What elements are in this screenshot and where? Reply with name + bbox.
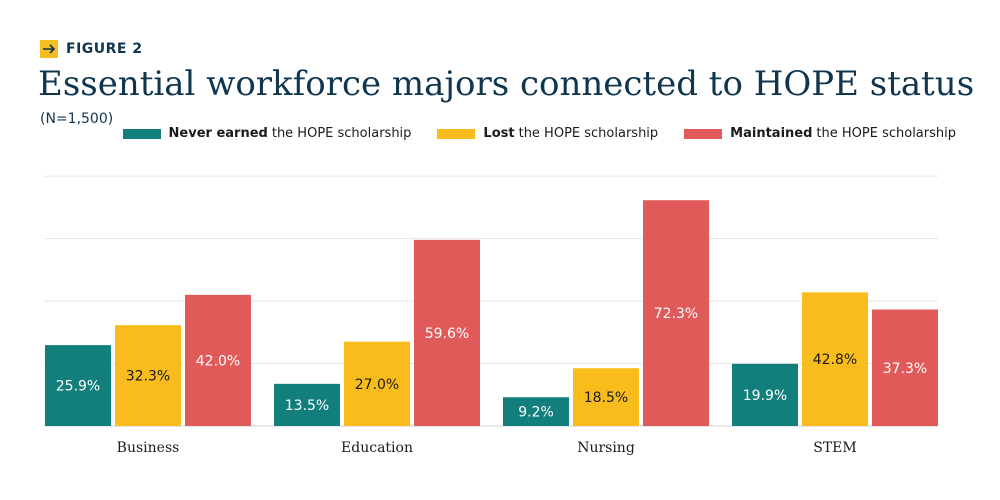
data-label: 72.3% [654,306,698,322]
legend-swatch [684,128,723,139]
data-label: 42.8% [813,352,857,368]
legend-item-maintained: Maintained the HOPE scholarship [684,126,956,141]
category-label: Nursing [577,440,635,456]
category-label: STEM [813,440,856,456]
bar [344,341,410,426]
data-label: 25.9% [56,379,100,395]
legend-item-lost: Lost the HOPE scholarship [437,126,658,141]
category-label: Business [117,440,180,456]
legend-strong: Maintained [730,126,813,141]
legend-strong: Never earned [168,126,268,141]
legend-item-never-earned: Never earned the HOPE scholarship [122,126,412,141]
data-label: 37.3% [883,361,927,377]
legend-rest: the HOPE scholarship [518,126,659,141]
bar [115,325,181,426]
bar [414,239,480,426]
bar [732,363,798,426]
bar [274,383,340,426]
chart-subtitle: (N=1,500) [40,111,114,127]
chart-title: Essential workforce majors connected to … [38,64,975,104]
legend-rest: the HOPE scholarship [816,126,956,141]
figure-label: FIGURE 2 [40,40,143,58]
bar [45,345,111,426]
data-label: 27.0% [355,377,399,393]
data-label: 42.0% [196,353,240,369]
legend-swatch [437,128,476,139]
data-label: 19.9% [743,388,787,404]
bar [573,368,639,426]
bar [643,200,709,426]
data-label: 13.5% [285,398,329,414]
legend-rest: the HOPE scholarship [271,126,412,141]
bar [185,294,251,426]
legend: Never earned the HOPE scholarship Lost t… [97,126,956,141]
data-label: 18.5% [584,390,628,406]
legend-strong: Lost [483,126,515,141]
category-label: Education [341,440,413,456]
bar [802,292,868,426]
data-label: 9.2% [518,405,554,421]
bar [503,397,569,426]
data-label: 32.3% [126,369,170,385]
figure-number: FIGURE 2 [66,41,143,57]
legend-swatch [122,128,161,139]
bar [872,309,938,426]
data-label: 59.6% [425,326,469,342]
arrow-right-icon [40,40,58,58]
